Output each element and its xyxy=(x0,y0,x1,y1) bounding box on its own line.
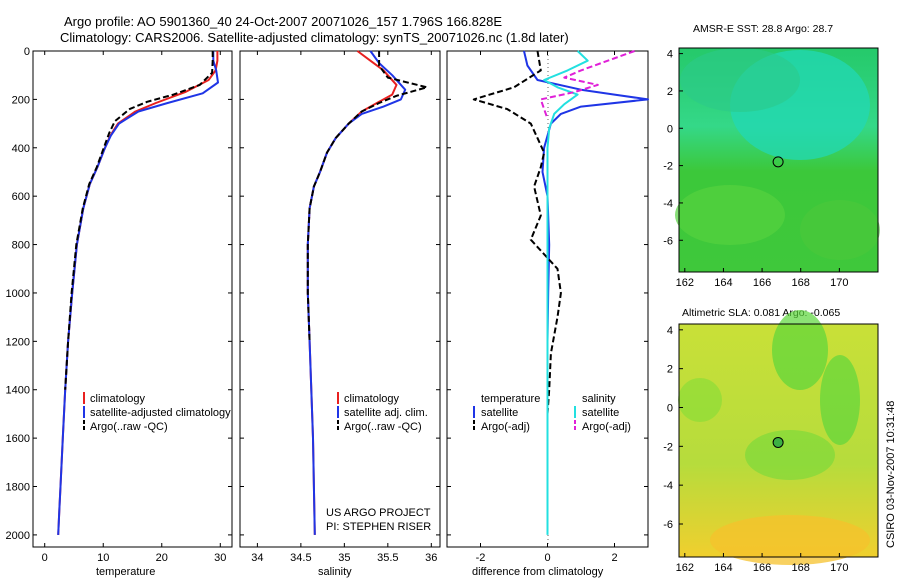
salinity-xlabel: salinity xyxy=(318,566,352,578)
sst-map-frame xyxy=(678,47,879,273)
legend-label-temp-satellite: satellite xyxy=(481,407,518,419)
x-tick-label: 166 xyxy=(753,562,771,574)
sst-map-cool-patch xyxy=(675,185,785,245)
legend-label-satellite: satellite adj. clim. xyxy=(344,407,428,419)
sla-map-low-patch xyxy=(820,355,860,445)
legend-label-argo: Argo(..raw -QC) xyxy=(90,421,168,433)
sla-map-low-patch xyxy=(745,430,835,480)
sla-map-panel: Altimetric SLA: 0.081 Argo: -0.065 162 16… xyxy=(663,307,879,574)
y-tick-label: 2 xyxy=(667,86,673,98)
x-tick-label: 164 xyxy=(714,562,732,574)
salinity-panel: 34 34.5 35 35.5 36 salinity climatology sate… xyxy=(239,50,441,578)
y-tick-label: 400 xyxy=(12,143,30,155)
x-tick-label: 36 xyxy=(425,552,437,564)
timestamp-label: CSIRO 03-Nov-2007 10:31:48 xyxy=(885,401,897,548)
y-tick-label: -4 xyxy=(663,480,673,492)
x-tick-label: 162 xyxy=(676,562,694,574)
sst-map-title: AMSR-E SST: 28.8 Argo: 28.7 xyxy=(693,23,833,35)
x-tick-label: 2 xyxy=(611,552,617,564)
x-tick-label: 168 xyxy=(792,562,810,574)
sla-map-frame xyxy=(678,323,879,558)
y-tick-label: -6 xyxy=(663,519,673,531)
legend-label-sal-argo: Argo(-adj) xyxy=(582,421,631,433)
sst-map-panel: AMSR-E SST: 28.8 Argo: 28.7 162 164 166 168… xyxy=(663,23,880,289)
x-tick-label: 168 xyxy=(792,277,810,289)
y-tick-label: 800 xyxy=(12,240,30,252)
x-tick-label: 0 xyxy=(544,552,550,564)
sla-map-title: Altimetric SLA: 0.081 Argo: -0.065 xyxy=(682,307,840,319)
x-tick-label: 10 xyxy=(97,552,109,564)
y-tick-label: 2 xyxy=(667,364,673,376)
legend-heading-salinity: salinity xyxy=(582,393,616,405)
y-tick-label: 1800 xyxy=(6,482,30,494)
sst-map-cool-patch xyxy=(800,200,880,260)
figure-title-line2: Climatology: CARS2006. Satellite-adjuste… xyxy=(60,30,569,45)
legend-label-sal-satellite: satellite xyxy=(582,407,619,419)
temperature-axes-frame xyxy=(32,50,233,548)
difference-legend: temperature satellite Argo(-adj) salinit… xyxy=(473,393,631,433)
y-tick-label: 2000 xyxy=(6,530,30,542)
series-line-salinity-argo-adj xyxy=(539,50,635,120)
difference-panel: -2 0 2 difference from climatology tempera… xyxy=(446,50,649,578)
pi-label: PI: STEPHEN RISER xyxy=(326,521,431,533)
x-tick-label: 35.5 xyxy=(377,552,398,564)
difference-xlabel: difference from climatology xyxy=(472,566,604,578)
legend-label-climatology: climatology xyxy=(90,393,146,405)
y-tick-label: 1400 xyxy=(6,385,30,397)
sla-map-high-patch xyxy=(710,515,870,565)
temperature-xlabel: temperature xyxy=(96,566,155,578)
y-tick-label: 0 xyxy=(667,402,673,414)
x-tick-label: 170 xyxy=(830,562,848,574)
y-tick-label: -2 xyxy=(663,441,673,453)
x-tick-label: 166 xyxy=(753,277,771,289)
y-tick-label: -2 xyxy=(663,161,673,173)
series-line-temperature-argo-adj xyxy=(472,50,562,414)
x-tick-label: 20 xyxy=(156,552,168,564)
x-tick-label: 164 xyxy=(714,277,732,289)
temperature-legend: climatology satellite-adjusted climatolo… xyxy=(83,392,231,433)
figure-title-line1: Argo profile: AO 5901360_40 24-Oct-2007 … xyxy=(64,14,502,29)
salinity-axes-frame xyxy=(239,50,441,548)
y-tick-label: 4 xyxy=(667,49,673,61)
x-tick-label: 0 xyxy=(42,552,48,564)
sla-map-low-patch xyxy=(772,310,828,390)
legend-label-satellite: satellite-adjusted climatology xyxy=(90,407,231,419)
sst-map-field xyxy=(675,48,880,260)
series-line-satellite-adj-clim xyxy=(306,50,407,535)
series-line-argo-raw-qc xyxy=(64,51,214,390)
sst-map-warm-patch xyxy=(680,48,800,112)
y-tick-label: 4 xyxy=(667,325,673,337)
legend-label-temp-argo: Argo(-adj) xyxy=(481,421,530,433)
project-label: US ARGO PROJECT xyxy=(326,507,431,519)
series-line-argo-raw-qc xyxy=(306,51,428,342)
y-tick-label: -6 xyxy=(663,235,673,247)
x-tick-label: 30 xyxy=(214,552,226,564)
y-tick-label: -4 xyxy=(663,198,673,210)
y-tick-label: 200 xyxy=(12,94,30,106)
y-tick-label: 600 xyxy=(12,191,30,203)
sla-map-low-patch xyxy=(678,378,722,422)
x-tick-label: 34 xyxy=(251,552,263,564)
legend-heading-temperature: temperature xyxy=(481,393,540,405)
series-line-salinity-satellite xyxy=(543,50,589,535)
salinity-legend: climatology satellite adj. clim. Argo(..… xyxy=(337,392,428,433)
x-tick-label: -2 xyxy=(476,552,486,564)
x-tick-label: 162 xyxy=(676,277,694,289)
x-tick-label: 35 xyxy=(338,552,350,564)
argo-location-marker xyxy=(772,436,784,448)
x-tick-label: 34.5 xyxy=(290,552,311,564)
sla-map-field xyxy=(678,310,870,565)
x-tick-label: 170 xyxy=(830,277,848,289)
y-tick-label: 1000 xyxy=(6,288,30,300)
y-tick-label: 0 xyxy=(24,46,30,58)
legend-label-climatology: climatology xyxy=(344,393,400,405)
argo-location-marker xyxy=(772,156,784,168)
temperature-panel: 0 10 20 30 0 200 400 600 800 1000 1200 1400 1600 1800… xyxy=(6,46,233,578)
legend-label-argo: Argo(..raw -QC) xyxy=(344,421,422,433)
y-tick-label: 0 xyxy=(667,123,673,135)
y-tick-label: 1200 xyxy=(6,336,30,348)
y-tick-label: 1600 xyxy=(6,433,30,445)
